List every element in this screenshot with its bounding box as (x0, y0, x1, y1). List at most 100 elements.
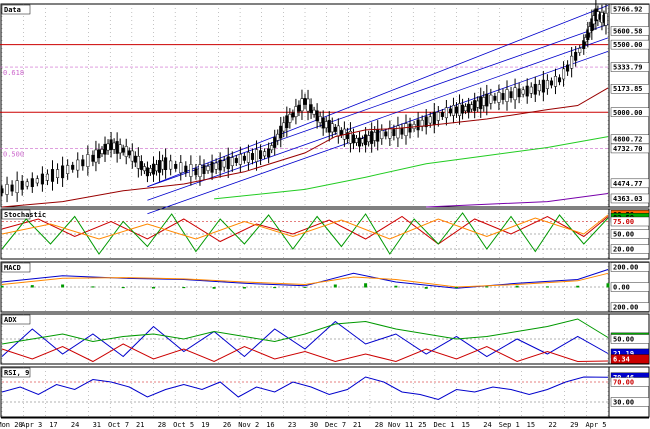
panel-title-box (1, 367, 31, 378)
candle-body (482, 97, 486, 106)
candle-body (440, 112, 444, 117)
series-line-signal (1, 272, 609, 288)
candle-body (367, 135, 371, 143)
histogram-bar (212, 287, 216, 289)
candle-body (10, 184, 14, 192)
candle-body (230, 157, 234, 167)
candle-body (15, 180, 19, 194)
x-tick-label: Mon 20 (0, 421, 23, 429)
candle-body (339, 130, 343, 135)
candle-body (361, 138, 365, 144)
candle-body (118, 144, 122, 154)
candle-body (448, 108, 452, 114)
fib-label: 0.500 (3, 150, 24, 158)
x-tick-label: 21 (353, 421, 361, 429)
x-tick-label: 24 (483, 421, 491, 429)
axis-value-tag (610, 134, 650, 144)
candle-body (497, 92, 501, 103)
axis-value-label: 4800.72 (613, 136, 643, 144)
candle-body (45, 173, 50, 181)
candle-body (254, 149, 259, 162)
candle-body (400, 127, 404, 135)
candle-body (294, 106, 298, 117)
candle-body (184, 165, 188, 173)
candle-body (517, 88, 521, 98)
candle-body (444, 107, 448, 119)
histogram-bar (0, 285, 4, 288)
histogram-bar (242, 287, 246, 289)
candle-body (115, 141, 119, 154)
candle-body (376, 128, 380, 142)
x-tick-label: 30 (310, 421, 318, 429)
histogram-bar (606, 283, 610, 288)
axis-value-tag (610, 354, 650, 364)
series-line-ma-long (426, 193, 609, 208)
candle-body (76, 159, 80, 171)
macd-panel: MACD 200.00 0.00 200.00 (0, 261, 650, 313)
fib-label: 0.618 (3, 69, 24, 77)
candle-body (86, 154, 90, 167)
x-tick-label: 28 (158, 421, 166, 429)
x-tick-label: 17 (49, 421, 57, 429)
candle-body (521, 89, 525, 95)
candle-body (604, 13, 608, 26)
candle-body (493, 95, 497, 101)
candle-body (189, 164, 193, 177)
candle-body (553, 76, 558, 87)
series-line-plus-di (1, 318, 609, 345)
candle-body (198, 164, 202, 177)
axis-value-label: 4732.70 (613, 145, 643, 153)
histogram-bar (182, 287, 186, 289)
axis-value-tag (610, 244, 650, 254)
candle-body (121, 147, 125, 153)
panel-frame (0, 3, 650, 208)
candle-body (276, 133, 280, 141)
x-tick-label: Dec 1 (434, 421, 455, 429)
axis-value-label: 200.00 (613, 264, 638, 272)
x-tick-label: Dec 7 (325, 421, 346, 429)
axis-value-tag (610, 262, 650, 272)
histogram-bar (576, 285, 580, 288)
x-tick-label: 16 (266, 421, 274, 429)
axis-value-tag (610, 107, 650, 117)
candle-body (479, 96, 483, 110)
axis-value-tag (610, 377, 650, 387)
axis-value-tag (610, 302, 650, 312)
candle-body (242, 155, 246, 161)
candle-body (318, 116, 322, 123)
candle-body (267, 148, 271, 158)
candle-body (259, 150, 263, 160)
candle-body (288, 113, 292, 123)
candle-body (148, 168, 153, 173)
x-tick-label: 26 (223, 421, 231, 429)
panel-title-box (1, 209, 31, 220)
candle-body (179, 162, 183, 174)
candle-body (541, 79, 545, 93)
panel-title: MACD (4, 264, 21, 272)
candle-body (303, 98, 307, 105)
candle-body (312, 109, 316, 115)
candle-body (133, 155, 137, 163)
candle-body (354, 138, 359, 143)
candle-body (566, 64, 570, 72)
candle-body (106, 143, 110, 151)
axis-value-label: 5333.79 (613, 64, 643, 72)
candle-body (169, 160, 173, 170)
axis-value-label: 21.19 (613, 350, 634, 358)
candle-body (424, 116, 428, 128)
candle-body (428, 116, 432, 124)
histogram-bar (30, 285, 34, 288)
candle-body (457, 103, 462, 116)
candle-body (476, 100, 480, 108)
axis-value-tag (610, 229, 650, 239)
candle-body (505, 89, 509, 102)
candle-body (351, 134, 356, 144)
axis-value-label: 20.00 (613, 246, 634, 254)
candle-body (348, 130, 352, 144)
histogram-bar (121, 287, 125, 289)
candle-body (226, 156, 230, 170)
histogram-bar (91, 286, 95, 288)
